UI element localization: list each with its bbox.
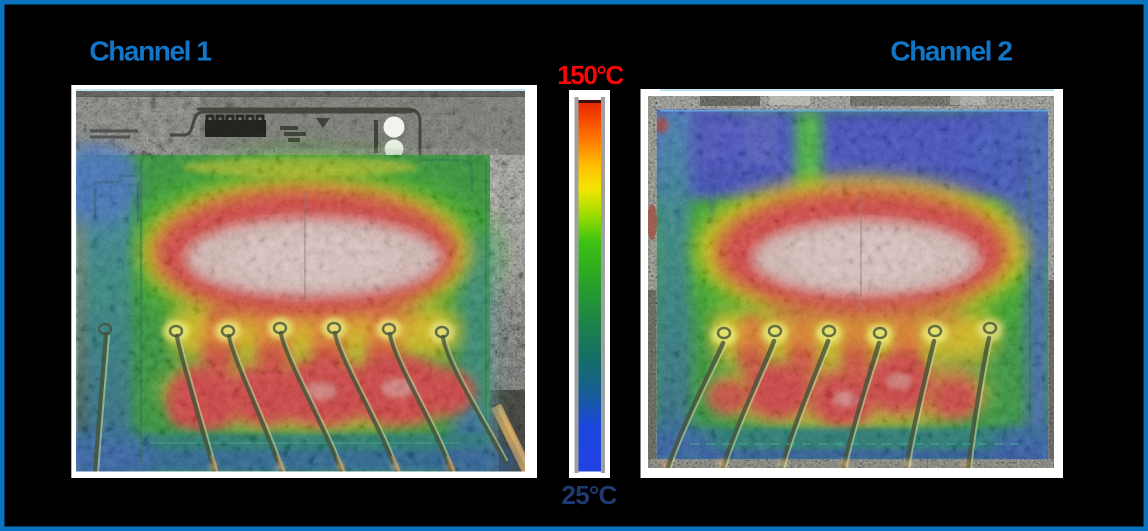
svg-text:Channel 1: Channel 1 xyxy=(89,36,211,67)
svg-text:25°C: 25°C xyxy=(562,480,618,510)
svg-text:150°C: 150°C xyxy=(557,60,624,90)
svg-text:Channel 2: Channel 2 xyxy=(890,36,1012,67)
